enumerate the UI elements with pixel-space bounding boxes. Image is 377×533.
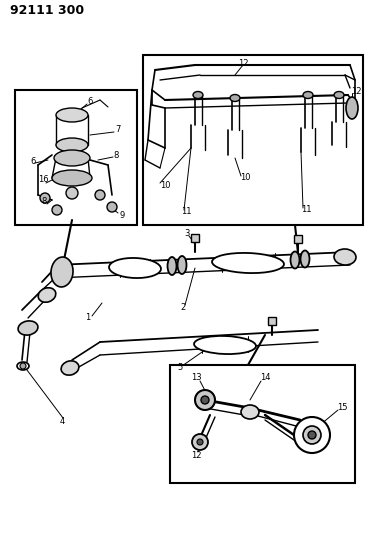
Circle shape — [66, 187, 78, 199]
Circle shape — [52, 205, 62, 215]
Text: 10: 10 — [160, 181, 170, 190]
Circle shape — [308, 431, 316, 439]
Text: 12: 12 — [238, 59, 248, 68]
Ellipse shape — [178, 256, 187, 274]
Text: 1: 1 — [85, 313, 90, 322]
Ellipse shape — [230, 94, 240, 101]
Circle shape — [201, 396, 209, 404]
Ellipse shape — [17, 362, 29, 370]
Text: 7: 7 — [115, 125, 121, 134]
Text: 12: 12 — [191, 450, 201, 459]
Ellipse shape — [54, 150, 90, 166]
Ellipse shape — [56, 108, 88, 122]
Ellipse shape — [212, 253, 284, 273]
Ellipse shape — [193, 92, 203, 99]
Text: 15: 15 — [337, 402, 347, 411]
Text: 12: 12 — [351, 87, 361, 96]
Bar — [15, 90, 137, 225]
Ellipse shape — [167, 257, 176, 275]
Circle shape — [20, 363, 26, 369]
Text: 4: 4 — [59, 417, 64, 426]
Text: 2: 2 — [180, 303, 185, 311]
Circle shape — [40, 193, 50, 203]
Text: 8: 8 — [41, 198, 47, 206]
Ellipse shape — [38, 288, 56, 302]
Ellipse shape — [300, 251, 310, 268]
Text: 6: 6 — [30, 157, 36, 166]
Ellipse shape — [334, 92, 344, 99]
Circle shape — [107, 202, 117, 212]
Ellipse shape — [194, 336, 256, 354]
Circle shape — [197, 439, 203, 445]
Text: 3: 3 — [184, 229, 190, 238]
Bar — [191, 234, 199, 242]
Text: 9: 9 — [120, 212, 125, 221]
Text: 8: 8 — [113, 150, 119, 159]
Ellipse shape — [346, 97, 358, 119]
Text: 11: 11 — [181, 207, 191, 216]
Ellipse shape — [61, 361, 79, 375]
Ellipse shape — [51, 257, 73, 287]
Bar — [294, 235, 302, 243]
Text: 16: 16 — [38, 175, 48, 184]
Text: 14: 14 — [260, 374, 270, 383]
Ellipse shape — [303, 92, 313, 99]
Ellipse shape — [334, 249, 356, 265]
Text: 13: 13 — [191, 374, 201, 383]
Circle shape — [95, 190, 105, 200]
Ellipse shape — [291, 252, 299, 269]
Ellipse shape — [52, 170, 92, 186]
Circle shape — [294, 417, 330, 453]
Circle shape — [192, 434, 208, 450]
Circle shape — [195, 390, 215, 410]
Text: 92111 300: 92111 300 — [10, 4, 84, 17]
Bar — [170, 365, 355, 483]
Bar — [268, 317, 276, 325]
Ellipse shape — [241, 405, 259, 419]
Ellipse shape — [18, 321, 38, 335]
Bar — [143, 55, 363, 225]
Text: 10: 10 — [240, 174, 250, 182]
Ellipse shape — [109, 258, 161, 278]
Text: 5: 5 — [177, 364, 182, 373]
Circle shape — [303, 426, 321, 444]
Ellipse shape — [56, 138, 88, 152]
Text: 6: 6 — [87, 98, 93, 107]
Text: 11: 11 — [301, 206, 311, 214]
